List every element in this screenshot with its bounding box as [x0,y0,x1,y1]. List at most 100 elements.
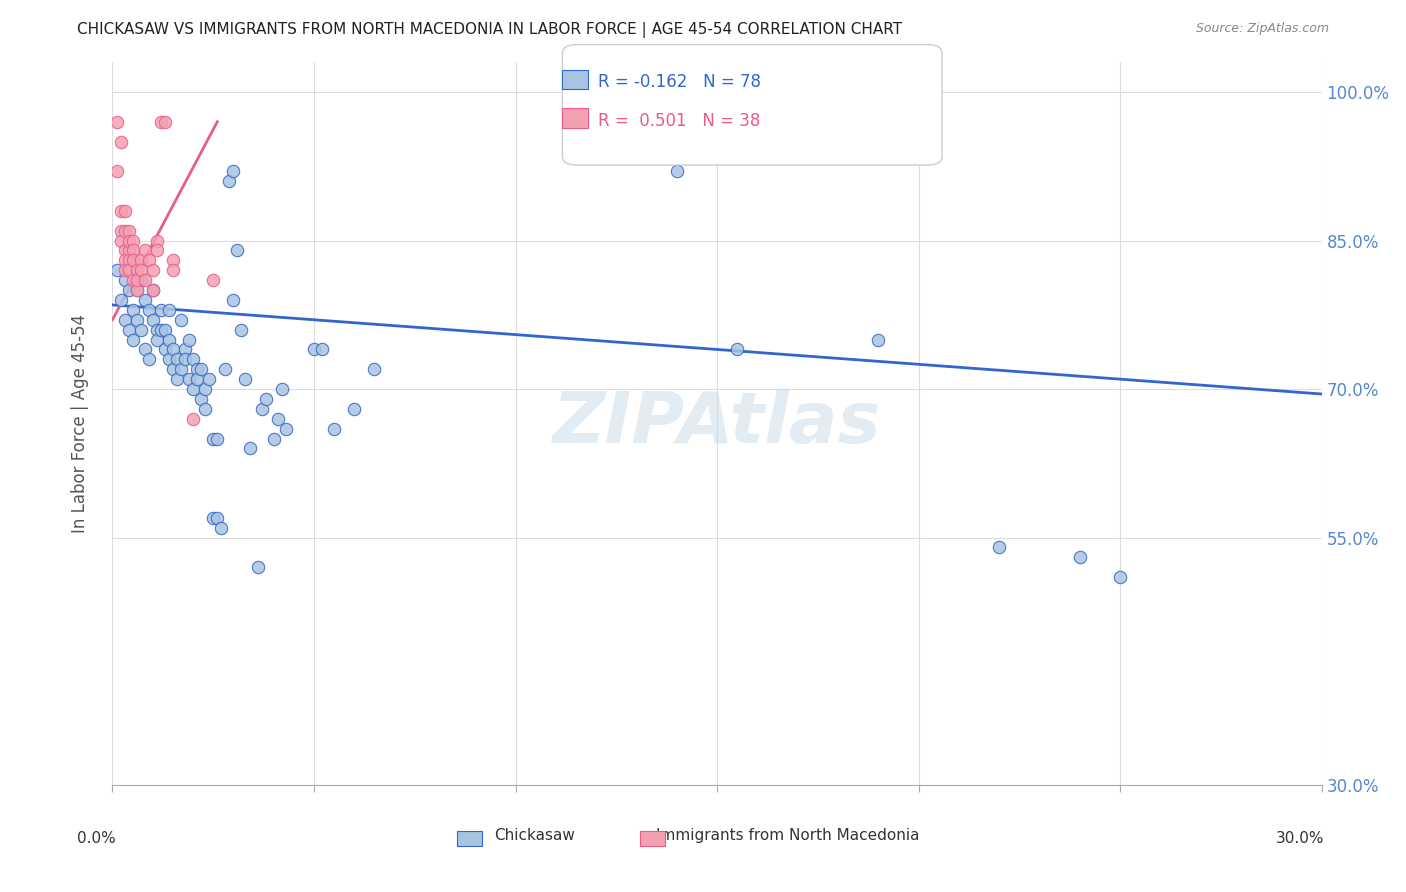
Point [142,263,165,277]
Point [114,312,136,326]
Point [138,352,160,367]
Point [988,541,1011,555]
Point [117,234,139,248]
Point [114,273,136,287]
Point [105,263,128,277]
Point [302,343,325,357]
Point [142,283,165,297]
Point [254,392,277,406]
Point [162,253,184,268]
Text: R = -0.162   N = 78: R = -0.162 N = 78 [598,73,761,91]
Point [207,510,229,524]
Point [125,283,148,297]
Point [166,352,188,367]
Point [117,244,139,258]
Point [110,203,132,218]
Point [267,411,290,425]
Point [110,293,132,307]
Point [222,164,245,178]
Point [202,432,225,446]
Point [121,302,143,317]
Point [105,115,128,129]
Point [117,224,139,238]
Point [129,253,152,268]
Point [142,312,165,326]
Point [110,234,132,248]
Point [162,343,184,357]
Point [157,302,180,317]
Point [125,283,148,297]
Point [117,323,139,337]
Point [134,244,156,258]
Point [186,362,208,376]
Point [157,333,180,347]
Point [129,273,152,287]
Point [153,323,176,337]
Point [114,263,136,277]
Point [149,302,172,317]
Point [121,333,143,347]
Point [226,244,249,258]
Point [166,372,188,386]
Text: 30.0%: 30.0% [1277,831,1324,847]
Point [162,263,184,277]
Point [114,203,136,218]
Point [125,312,148,326]
Point [142,283,165,297]
Point [665,164,688,178]
Point [117,253,139,268]
Point [246,560,269,574]
Point [222,293,245,307]
Point [170,312,193,326]
Point [114,244,136,258]
Point [263,432,285,446]
Text: CHICKASAW VS IMMIGRANTS FROM NORTH MACEDONIA IN LABOR FORCE | AGE 45-54 CORRELAT: CHICKASAW VS IMMIGRANTS FROM NORTH MACED… [77,22,903,38]
Point [117,263,139,277]
Point [238,442,260,456]
Point [121,244,143,258]
Point [181,352,204,367]
Point [149,323,172,337]
Point [1109,570,1132,584]
Point [153,343,176,357]
Text: Source: ZipAtlas.com: Source: ZipAtlas.com [1195,22,1329,36]
Point [146,244,169,258]
Point [121,253,143,268]
Point [134,343,156,357]
Point [198,372,221,386]
Point [202,273,225,287]
Point [1069,550,1091,565]
Text: Chickasaw: Chickasaw [494,828,575,843]
Point [125,263,148,277]
Point [121,234,143,248]
Point [105,164,128,178]
Text: R =  0.501   N = 38: R = 0.501 N = 38 [598,112,759,129]
Point [117,283,139,297]
Point [170,362,193,376]
Point [343,401,366,416]
Point [270,382,292,396]
Point [250,401,273,416]
Point [190,362,212,376]
Point [323,422,346,436]
Point [231,323,253,337]
Text: 0.0%: 0.0% [77,831,117,847]
Point [194,401,217,416]
Point [110,224,132,238]
Point [146,333,169,347]
Point [209,521,232,535]
Point [138,302,160,317]
Point [274,422,297,436]
Point [157,352,180,367]
Point [162,362,184,376]
Point [181,382,204,396]
Point [202,510,225,524]
Point [153,115,176,129]
Point [190,392,212,406]
Point [868,333,890,347]
Point [146,234,169,248]
Point [218,174,240,188]
Point [114,253,136,268]
Point [125,273,148,287]
Point [110,135,132,149]
